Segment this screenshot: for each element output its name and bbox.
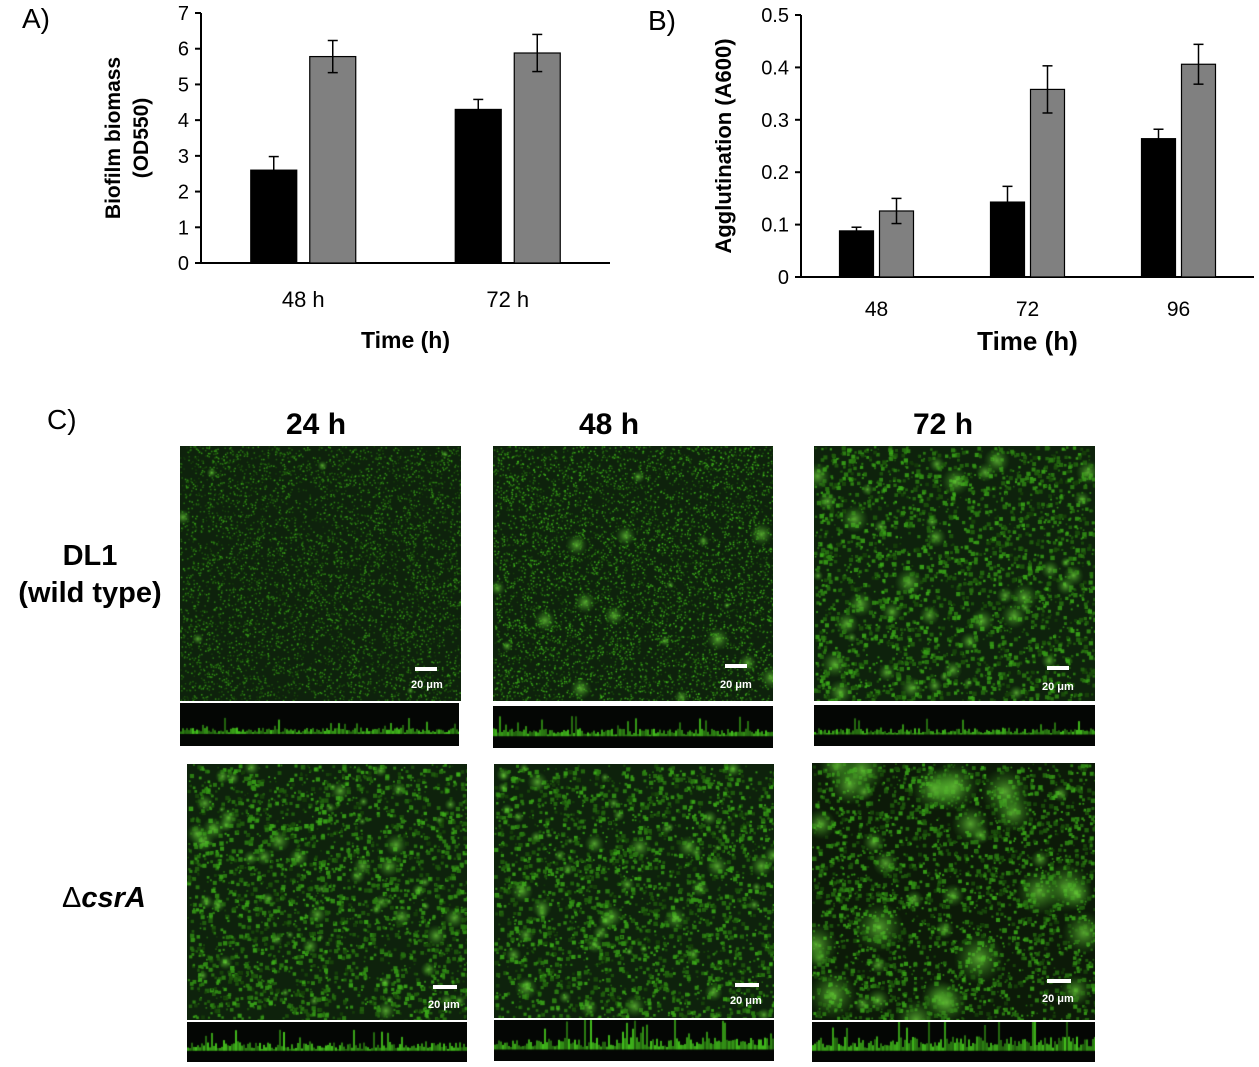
- micrograph-wt-48h: [493, 446, 773, 701]
- chart-a-x-axis-title: Time (h): [361, 327, 450, 353]
- xz-section-csra-24h: [187, 1022, 467, 1062]
- xz-section-image: [180, 703, 459, 746]
- micrograph-image: [814, 446, 1095, 701]
- chart-b-bar: [878, 210, 915, 278]
- scale-label-csra-24h: 20 μm: [428, 999, 460, 1011]
- panel-b-letter: B): [648, 5, 676, 36]
- xz-section-wt-48h: [493, 706, 773, 748]
- chart-b-y-tick-label: 0.1: [761, 215, 789, 237]
- micrograph-wt-72h: [814, 446, 1095, 701]
- chart-a-y-axis-title: Biofilm biomass: [102, 57, 125, 219]
- scale-bar-csra-72h: [1047, 979, 1071, 983]
- micrograph-image: [180, 446, 461, 701]
- micrograph-wt-24h: [180, 446, 461, 701]
- chart-a-category-label: 48 h: [282, 287, 325, 312]
- chart-b-y-tick-label: 0: [778, 267, 789, 289]
- csra-label: csrA: [81, 882, 146, 914]
- xz-section-image: [812, 1022, 1095, 1062]
- time-header-24h: 24 h: [285, 408, 347, 441]
- panel-c-letter: C): [47, 404, 77, 435]
- chart-a-category-label: 72 h: [486, 287, 529, 312]
- xz-section-csra-72h: [812, 1022, 1095, 1062]
- chart-b-y-tick-label: 0.3: [761, 110, 789, 132]
- scale-bar-wt-24h: [415, 667, 437, 671]
- delta-symbol: Δ: [62, 882, 82, 914]
- chart-b-x-axis-title: Time (h): [977, 326, 1078, 356]
- scale-bar-wt-48h: [725, 664, 747, 668]
- micrograph-csra-48h: [494, 764, 774, 1018]
- chart-b-category-label: 72: [1016, 298, 1039, 321]
- chart-a-y-tick-label: 2: [178, 182, 189, 204]
- row-label-wild-type-line1: DL1: [62, 540, 118, 572]
- xz-section-csra-48h: [494, 1020, 774, 1061]
- chart-a-y-axis-title: (OD550): [130, 98, 153, 179]
- scale-label-wt-72h: 20 μm: [1042, 681, 1074, 693]
- row-label-wild-type-line2: (wild type): [18, 577, 162, 609]
- chart-b-bar: [1029, 88, 1066, 278]
- chart-a-y-tick-label: 7: [178, 3, 189, 25]
- micrograph-image: [493, 446, 773, 701]
- chart-a: 0 1 2 3 4 5 6 7 48 h 72 h Time (h) Biofilm biomass(…: [102, 3, 610, 353]
- micrograph-csra-24h: [187, 764, 467, 1020]
- micrograph-image: [187, 764, 467, 1020]
- chart-a-y-tick-label: 1: [178, 217, 189, 239]
- chart-a-bar: [309, 55, 357, 264]
- scale-label-wt-24h: 20 μm: [411, 679, 443, 691]
- chart-b-bar: [1180, 63, 1217, 278]
- chart-b-y-tick-label: 0.2: [761, 162, 789, 184]
- chart-b-category-label: 48: [865, 298, 888, 321]
- scale-label-csra-72h: 20 μm: [1042, 993, 1074, 1005]
- chart-b-y-axis-title: Agglutination (A600): [711, 38, 736, 253]
- xz-section-image: [187, 1022, 467, 1062]
- time-header-48h: 48 h: [578, 408, 640, 441]
- chart-b-y-tick-label: 0.4: [761, 57, 789, 79]
- chart-a-y-tick-label: 6: [178, 39, 189, 61]
- scale-label-csra-48h: 20 μm: [730, 995, 762, 1007]
- xz-section-image: [494, 1020, 774, 1061]
- chart-a-y-tick-label: 4: [178, 110, 189, 132]
- chart-b-y-tick-label: 0.5: [761, 5, 789, 27]
- scale-bar-csra-48h: [735, 983, 759, 987]
- xz-section-wt-72h: [814, 705, 1095, 746]
- row-label-wild-type: DL1 (wild type): [0, 538, 180, 612]
- chart-b-bar: [1140, 138, 1177, 278]
- scale-bar-wt-72h: [1047, 666, 1069, 670]
- micrograph-image: [494, 764, 774, 1018]
- panel-a-letter: A): [22, 3, 50, 34]
- chart-a-y-tick-label: 3: [178, 146, 189, 168]
- time-header-72h: 72 h: [912, 408, 974, 441]
- chart-a-bar: [513, 52, 561, 264]
- scale-label-wt-48h: 20 μm: [720, 679, 752, 691]
- chart-b-bar: [838, 230, 875, 278]
- xz-section-image: [493, 706, 773, 748]
- chart-a-bar: [454, 108, 502, 264]
- scale-bar-csra-24h: [433, 985, 457, 989]
- xz-section-image: [814, 705, 1095, 746]
- chart-a-y-tick-label: 0: [178, 253, 189, 275]
- chart-b-category-label: 96: [1167, 298, 1190, 321]
- chart-a-y-tick-label: 5: [178, 74, 189, 96]
- row-label-csra-mutant: ΔcsrA: [62, 880, 172, 917]
- micrograph-image: [812, 763, 1095, 1020]
- micrograph-csra-72h: [812, 763, 1095, 1020]
- xz-section-wt-24h: [180, 703, 459, 746]
- chart-b: 0 0.1 0.2 0.3 0.4 0.5 48 72 96 Time (h) Agglutinat…: [711, 5, 1254, 356]
